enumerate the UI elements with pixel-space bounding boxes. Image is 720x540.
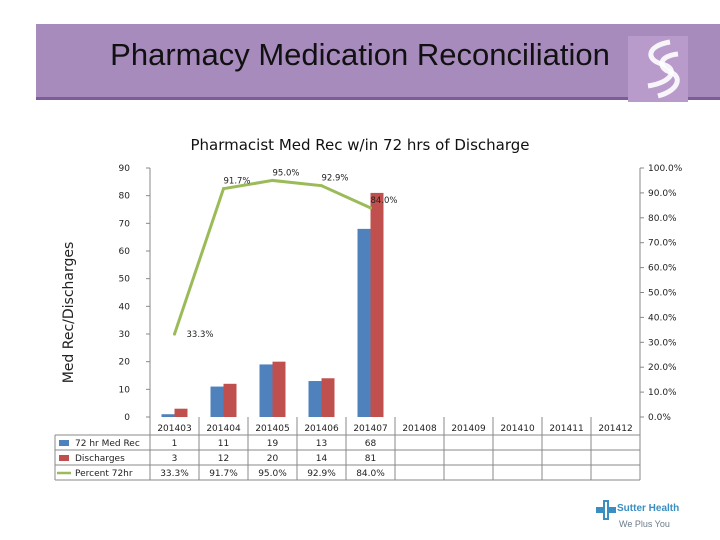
table-cell: 12 bbox=[218, 454, 229, 464]
bar-discharges bbox=[272, 361, 286, 417]
x-tick-label: 201404 bbox=[206, 424, 241, 434]
x-tick-label: 201411 bbox=[549, 424, 583, 434]
table-cell: 33.3% bbox=[160, 469, 189, 479]
legend-swatch bbox=[59, 440, 69, 446]
line-data-label: 84.0% bbox=[371, 196, 398, 206]
x-tick-label: 201410 bbox=[500, 424, 535, 434]
line-point bbox=[369, 206, 372, 210]
table-cell: 68 bbox=[365, 439, 377, 449]
line-data-label: 33.3% bbox=[187, 330, 214, 340]
y2-tick-label: 10.0% bbox=[648, 388, 677, 398]
bar-72-hr-med-rec bbox=[357, 228, 371, 417]
page-title: Pharmacy Medication Reconciliation bbox=[110, 37, 610, 72]
table-cell: 19 bbox=[267, 439, 279, 449]
bar-discharges bbox=[174, 408, 188, 417]
legend-swatch bbox=[59, 455, 69, 461]
y-axis-label: Med Rec/Discharges bbox=[61, 242, 77, 384]
bar-discharges bbox=[321, 378, 335, 417]
y-tick-label: 0 bbox=[124, 413, 130, 423]
bar-72-hr-med-rec bbox=[210, 386, 224, 417]
y2-tick-label: 100.0% bbox=[648, 164, 683, 174]
x-tick-label: 201412 bbox=[598, 424, 632, 434]
table-cell: 84.0% bbox=[356, 469, 385, 479]
y-tick-label: 60 bbox=[119, 247, 131, 257]
x-tick-label: 201407 bbox=[353, 424, 387, 434]
table-cell: 20 bbox=[267, 454, 279, 464]
sutter-swirl-icon bbox=[628, 36, 688, 102]
table-cell: 3 bbox=[172, 454, 178, 464]
bar-discharges bbox=[223, 383, 237, 417]
legend-label: 72 hr Med Rec bbox=[75, 439, 140, 449]
y2-tick-label: 20.0% bbox=[648, 363, 677, 373]
brand-tagline: We Plus You bbox=[619, 519, 670, 529]
table-cell: 81 bbox=[365, 454, 376, 464]
y-tick-label: 30 bbox=[119, 330, 131, 340]
table-cell: 13 bbox=[316, 439, 327, 449]
y-tick-label: 90 bbox=[119, 164, 131, 174]
table-cell: 14 bbox=[316, 454, 328, 464]
banner-underline bbox=[36, 97, 720, 100]
x-tick-label: 201408 bbox=[402, 424, 437, 434]
line-percent-72hr bbox=[173, 178, 372, 335]
y2-tick-label: 80.0% bbox=[648, 214, 677, 224]
table-cell: 91.7% bbox=[209, 469, 238, 479]
line-point bbox=[320, 184, 323, 188]
chart-title: Pharmacist Med Rec w/in 72 hrs of Discha… bbox=[190, 136, 530, 154]
y2-tick-label: 30.0% bbox=[648, 338, 677, 348]
legend-label: Discharges bbox=[75, 454, 125, 464]
table-cell: 92.9% bbox=[307, 469, 336, 479]
y-tick-label: 20 bbox=[119, 358, 131, 368]
line-data-label: 92.9% bbox=[322, 174, 349, 184]
line-point bbox=[271, 178, 274, 182]
table-cell: 11 bbox=[218, 439, 229, 449]
bar-72-hr-med-rec bbox=[308, 381, 322, 417]
table-cell: 95.0% bbox=[258, 469, 287, 479]
line-data-label: 91.7% bbox=[224, 177, 251, 187]
y2-tick-label: 70.0% bbox=[648, 239, 677, 249]
y2-tick-label: 50.0% bbox=[648, 289, 677, 299]
x-tick-label: 201409 bbox=[451, 424, 486, 434]
x-tick-label: 201406 bbox=[304, 424, 339, 434]
bar-discharges bbox=[370, 192, 384, 417]
y2-tick-label: 90.0% bbox=[648, 189, 677, 199]
bar-72-hr-med-rec bbox=[161, 414, 175, 417]
brand-name: Sutter Health bbox=[617, 503, 680, 514]
y2-tick-label: 0.0% bbox=[648, 413, 671, 423]
y-tick-label: 40 bbox=[119, 302, 131, 312]
y2-tick-label: 60.0% bbox=[648, 264, 677, 274]
y2-tick-label: 40.0% bbox=[648, 313, 677, 323]
y-tick-label: 80 bbox=[119, 192, 131, 202]
title-banner bbox=[36, 24, 720, 97]
sutter-health-logo-icon bbox=[596, 500, 616, 520]
line-data-label: 95.0% bbox=[273, 168, 300, 178]
y-tick-label: 10 bbox=[119, 385, 131, 395]
y-tick-label: 50 bbox=[119, 275, 131, 285]
x-tick-label: 201403 bbox=[157, 424, 191, 434]
bar-72-hr-med-rec bbox=[259, 364, 273, 417]
y-tick-label: 70 bbox=[119, 219, 131, 229]
table-cell: 1 bbox=[172, 439, 178, 449]
legend-label: Percent 72hr bbox=[75, 469, 133, 479]
x-tick-label: 201405 bbox=[255, 424, 289, 434]
line-point bbox=[173, 332, 176, 336]
line-point bbox=[222, 187, 225, 191]
